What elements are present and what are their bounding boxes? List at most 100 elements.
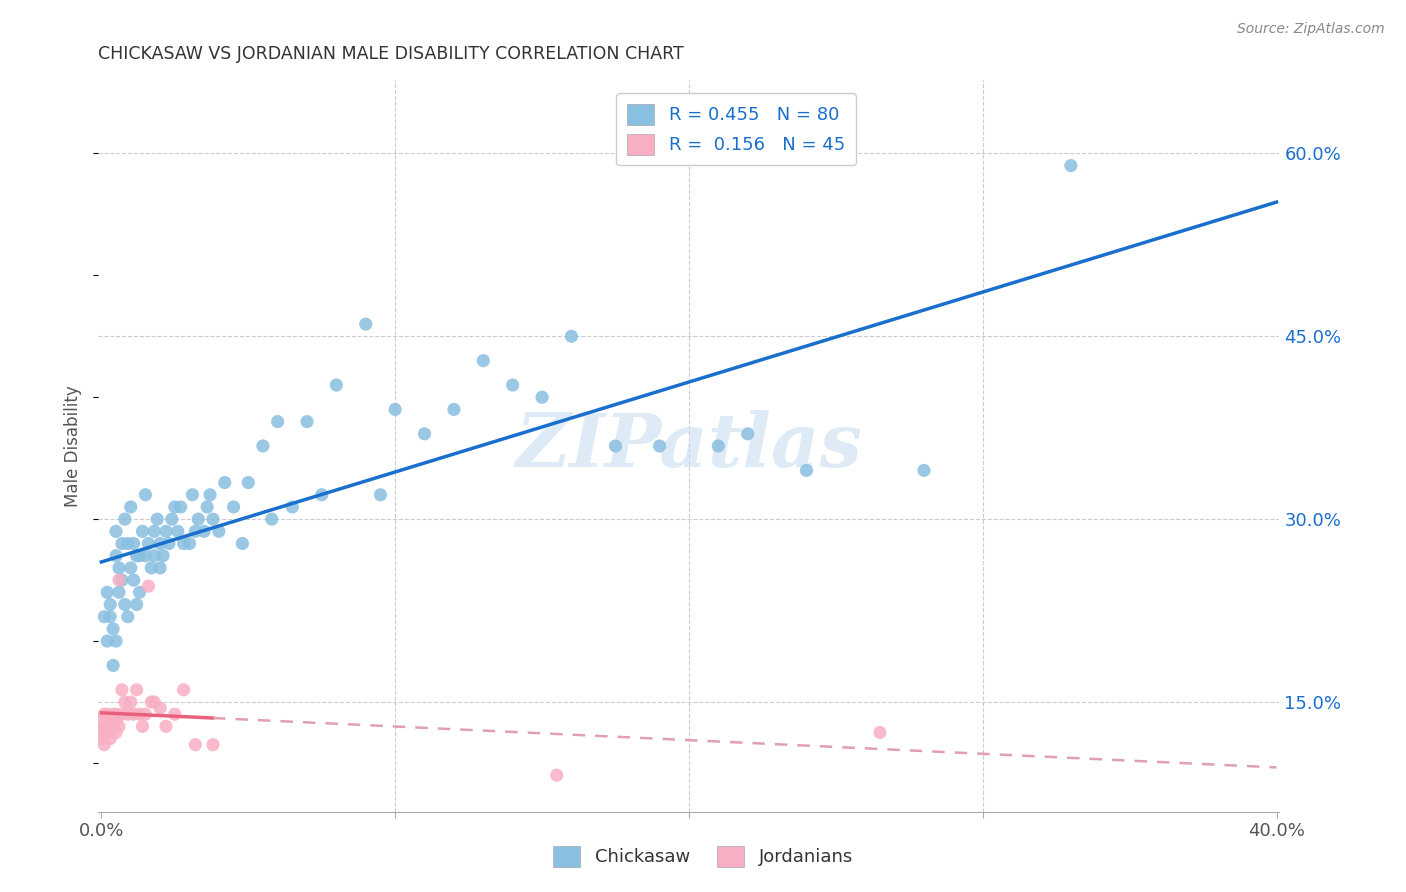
Text: ZIPatlas: ZIPatlas: [516, 409, 862, 483]
Point: [195, 500, 218, 514]
Point: [160, 512, 183, 526]
Point: [187, 512, 209, 526]
Y-axis label: Male Disability: Male Disability: [65, 385, 83, 507]
Point: [193, 524, 215, 539]
Point: [143, 549, 166, 563]
Point: [208, 524, 231, 539]
Point: [125, 682, 148, 697]
Point: [166, 524, 188, 539]
Point: [370, 488, 392, 502]
Point: [231, 536, 253, 550]
Point: [384, 402, 406, 417]
Point: [120, 695, 142, 709]
Point: [163, 707, 186, 722]
Point: [105, 707, 128, 722]
Point: [131, 719, 153, 733]
Point: [111, 536, 134, 550]
Point: [560, 329, 582, 343]
Point: [128, 549, 150, 563]
Point: [128, 707, 150, 722]
Point: [120, 561, 142, 575]
Point: [114, 512, 136, 526]
Point: [281, 500, 304, 514]
Point: [120, 500, 142, 514]
Point: [101, 658, 124, 673]
Point: [90, 731, 112, 746]
Point: [138, 579, 160, 593]
Point: [238, 475, 260, 490]
Point: [93, 738, 115, 752]
Point: [502, 378, 524, 392]
Point: [105, 549, 128, 563]
Point: [105, 725, 128, 739]
Point: [96, 707, 118, 722]
Point: [122, 573, 145, 587]
Point: [117, 707, 139, 722]
Point: [98, 598, 121, 612]
Point: [149, 561, 172, 575]
Point: [173, 536, 195, 550]
Point: [111, 682, 134, 697]
Point: [472, 353, 495, 368]
Point: [122, 707, 145, 722]
Point: [125, 549, 148, 563]
Point: [98, 731, 121, 746]
Point: [117, 536, 139, 550]
Point: [184, 524, 207, 539]
Point: [155, 524, 177, 539]
Point: [163, 500, 186, 514]
Point: [531, 390, 554, 404]
Point: [173, 682, 195, 697]
Point: [105, 634, 128, 648]
Legend: R = 0.455   N = 80, R =  0.156   N = 45: R = 0.455 N = 80, R = 0.156 N = 45: [616, 93, 856, 165]
Point: [157, 536, 180, 550]
Point: [146, 512, 169, 526]
Point: [138, 536, 160, 550]
Point: [98, 714, 121, 728]
Point: [114, 695, 136, 709]
Point: [707, 439, 730, 453]
Point: [134, 488, 156, 502]
Point: [98, 719, 121, 733]
Point: [101, 622, 124, 636]
Point: [98, 714, 121, 728]
Point: [105, 714, 128, 728]
Point: [413, 426, 436, 441]
Point: [111, 573, 134, 587]
Point: [90, 714, 112, 728]
Point: [325, 378, 347, 392]
Point: [134, 707, 156, 722]
Point: [214, 475, 236, 490]
Point: [96, 725, 118, 739]
Point: [141, 695, 163, 709]
Point: [143, 695, 166, 709]
Point: [101, 707, 124, 722]
Point: [108, 573, 131, 587]
Point: [201, 738, 224, 752]
Point: [134, 549, 156, 563]
Point: [96, 725, 118, 739]
Point: [93, 725, 115, 739]
Point: [111, 707, 134, 722]
Point: [128, 585, 150, 599]
Point: [98, 609, 121, 624]
Point: [149, 701, 172, 715]
Point: [105, 524, 128, 539]
Point: [141, 561, 163, 575]
Point: [184, 738, 207, 752]
Point: [222, 500, 245, 514]
Point: [869, 725, 891, 739]
Point: [912, 463, 935, 477]
Point: [179, 536, 201, 550]
Point: [155, 719, 177, 733]
Point: [266, 415, 288, 429]
Point: [96, 719, 118, 733]
Point: [96, 634, 118, 648]
Point: [605, 439, 627, 453]
Point: [96, 719, 118, 733]
Point: [143, 524, 166, 539]
Text: Source: ZipAtlas.com: Source: ZipAtlas.com: [1237, 22, 1385, 37]
Point: [181, 488, 204, 502]
Point: [252, 439, 274, 453]
Point: [93, 609, 115, 624]
